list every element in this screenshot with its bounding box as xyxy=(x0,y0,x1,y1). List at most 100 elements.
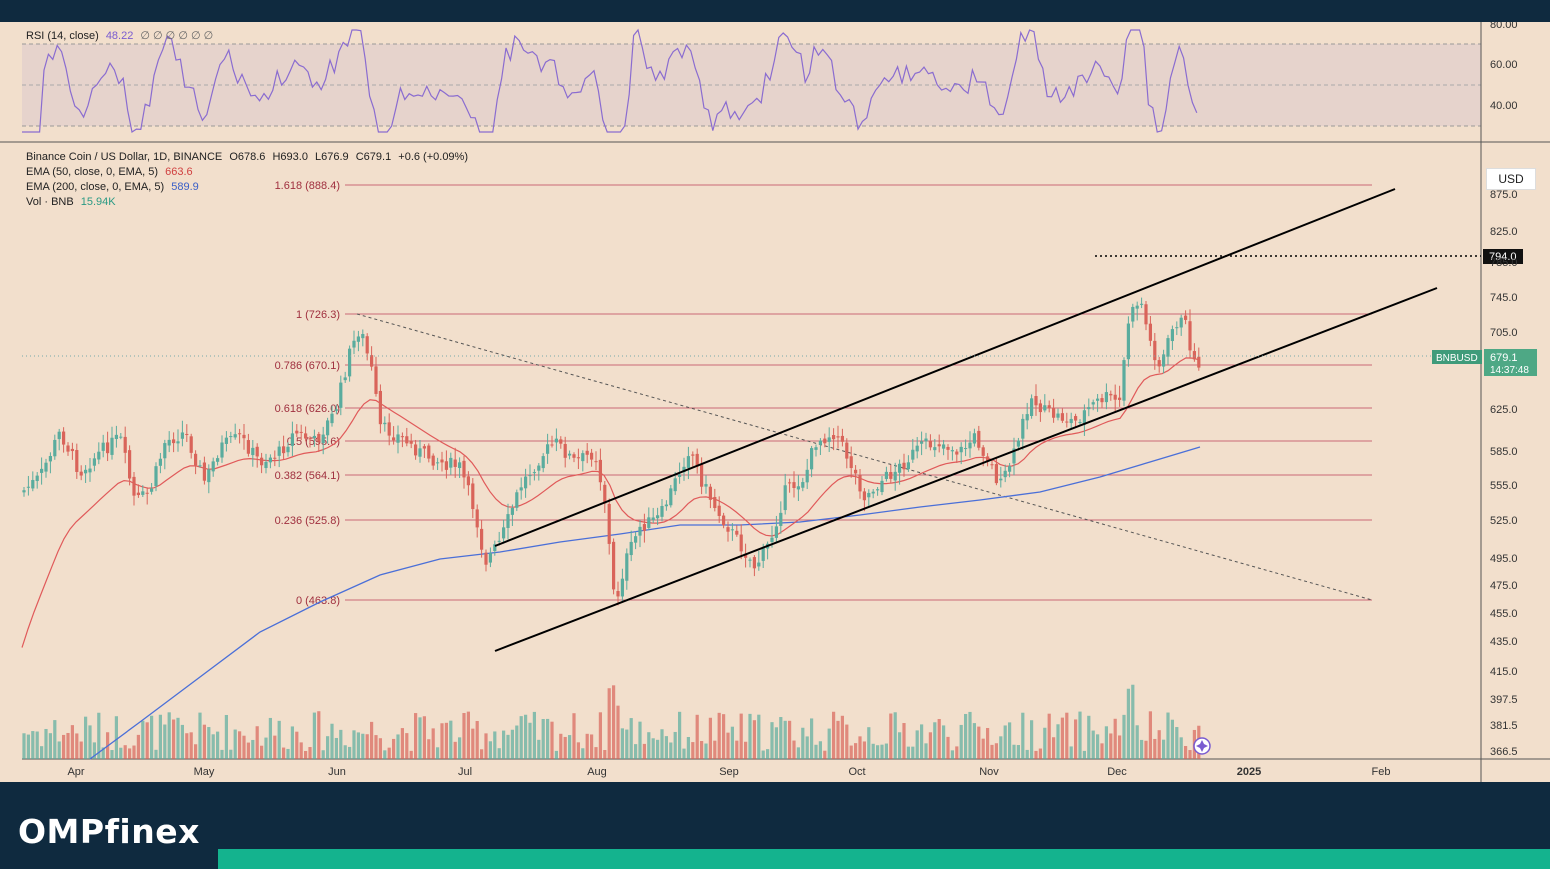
volume-bar xyxy=(220,749,224,759)
volume-bar xyxy=(1179,737,1183,759)
price-chart[interactable]: 80.00 60.00 40.00 1.618 (888.4) 1 (726.3… xyxy=(0,22,1550,782)
volume-bar xyxy=(620,728,624,759)
volume-bar xyxy=(616,705,620,759)
chart-area[interactable]: 80.00 60.00 40.00 1.618 (888.4) 1 (726.3… xyxy=(0,22,1550,782)
fib-label-0786: 0.786 (670.1) xyxy=(275,360,340,372)
candle xyxy=(546,444,550,454)
volume-bar xyxy=(576,742,580,759)
ema200-legend: EMA (200, close, 0, EMA, 5) 589.9 xyxy=(26,181,203,193)
candle xyxy=(321,434,325,444)
volume-bar xyxy=(449,720,453,759)
candle xyxy=(568,453,572,456)
volume-bar xyxy=(1034,750,1038,759)
y-tick: 415.0 xyxy=(1490,666,1518,678)
volume-bar xyxy=(541,719,545,759)
candle xyxy=(1118,397,1122,400)
candle xyxy=(818,440,822,445)
candle xyxy=(1034,395,1038,406)
candle xyxy=(854,469,858,474)
candle xyxy=(158,458,162,466)
candle xyxy=(387,422,391,436)
candle xyxy=(1109,393,1113,396)
volume-bar xyxy=(1140,739,1144,759)
candle xyxy=(638,526,642,536)
volume-bar xyxy=(110,750,114,759)
y-tick: 785.0 xyxy=(1490,257,1518,269)
volume-bar xyxy=(246,742,250,759)
volume-bar xyxy=(374,735,378,759)
candle xyxy=(876,489,880,491)
volume-bar xyxy=(1082,750,1086,759)
candle xyxy=(176,441,180,444)
volume-bar xyxy=(515,725,519,759)
candle xyxy=(22,490,26,493)
candle xyxy=(510,507,514,515)
ohlc-change: +0.6 (+0.09%) xyxy=(398,151,468,163)
volume-bar xyxy=(594,747,598,759)
volume-bar xyxy=(1122,714,1126,759)
y-tick: 555.0 xyxy=(1490,480,1518,492)
volume-bar xyxy=(977,726,981,759)
volume-bar xyxy=(238,731,242,759)
volume-bar xyxy=(598,712,602,759)
volume-bar xyxy=(748,713,752,759)
rsi-line xyxy=(22,28,1198,133)
candle xyxy=(942,444,946,449)
candle xyxy=(312,435,316,439)
volume-bar xyxy=(911,746,915,759)
volume-bar xyxy=(682,748,686,759)
volume-bar xyxy=(1135,725,1139,759)
volume-bar xyxy=(242,735,246,759)
volume-bar xyxy=(792,740,796,759)
volume-bar xyxy=(330,723,334,759)
candle xyxy=(1091,402,1095,405)
volume-bar xyxy=(1021,712,1025,759)
volume-bar xyxy=(1069,746,1073,759)
volume-bar xyxy=(814,744,818,759)
candle xyxy=(528,475,532,477)
candle xyxy=(1012,448,1016,464)
candle xyxy=(788,482,792,484)
currency-button[interactable]: USD xyxy=(1486,168,1536,190)
candle xyxy=(453,459,457,467)
candle xyxy=(365,336,369,354)
volume-bar xyxy=(484,733,488,759)
volume-bar xyxy=(752,720,756,759)
volume-bar xyxy=(202,724,206,759)
candle xyxy=(128,450,132,479)
candle xyxy=(1131,306,1135,322)
volume-bar xyxy=(946,736,950,759)
fib-label-1: 1 (726.3) xyxy=(296,309,340,321)
volume-bar xyxy=(612,685,616,759)
volume-bar xyxy=(304,750,308,759)
candle xyxy=(691,454,695,456)
candle xyxy=(950,450,954,452)
volume-bar xyxy=(488,741,492,759)
candle xyxy=(748,559,752,561)
volume-bar xyxy=(207,727,211,759)
candle xyxy=(251,447,255,456)
candle xyxy=(1056,413,1060,418)
volume-bar xyxy=(150,715,154,759)
candle xyxy=(1126,323,1130,360)
candle xyxy=(282,446,286,454)
candle xyxy=(572,454,576,458)
volume-bar xyxy=(277,720,281,759)
volume-bar xyxy=(968,711,972,759)
replay-icon[interactable] xyxy=(1193,737,1211,755)
volume-bar xyxy=(528,722,532,759)
candle xyxy=(981,447,985,456)
volume-bar xyxy=(524,714,528,759)
rsi-tick-60: 60.00 xyxy=(1490,59,1518,71)
candle xyxy=(1060,413,1064,421)
volume-bar xyxy=(180,724,184,759)
ema50-value: 663.6 xyxy=(165,166,193,178)
candle xyxy=(779,512,783,526)
volume-bar xyxy=(1030,720,1034,759)
candle xyxy=(739,534,743,552)
x-tick: Dec xyxy=(1107,766,1127,778)
candle xyxy=(849,456,853,469)
volume-bar xyxy=(660,729,664,759)
candle xyxy=(559,439,563,444)
candle xyxy=(1162,354,1166,367)
